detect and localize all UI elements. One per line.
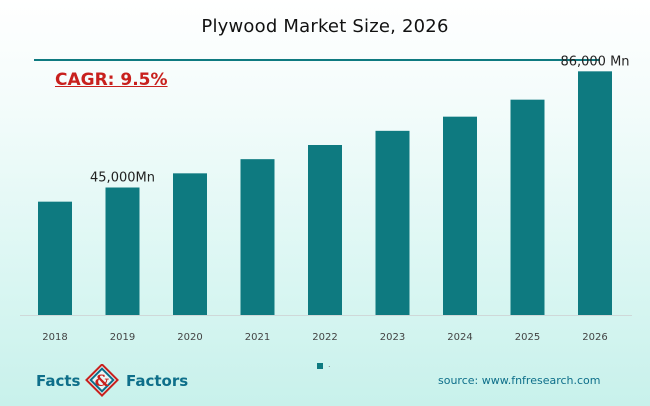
bar-2023 <box>375 130 410 315</box>
x-tick-label-2025: 2025 <box>515 332 540 343</box>
logo-text-facts: Facts <box>36 372 81 390</box>
x-tick-label-2018: 2018 <box>42 332 67 343</box>
x-tick-label-2026: 2026 <box>582 332 607 343</box>
bar-2025 <box>510 99 545 316</box>
data-label-2019: 45,000Mn <box>90 171 155 186</box>
bar-2022 <box>308 145 342 315</box>
logo-ampersand-icon: & <box>85 364 119 397</box>
chart-title: Plywood Market Size, 2026 <box>201 16 449 37</box>
logo-text-factors: Factors <box>126 372 189 390</box>
x-tick-label-2023: 2023 <box>380 332 405 343</box>
legend-swatch <box>317 363 323 369</box>
bar-2019 <box>105 187 140 315</box>
bar-2018 <box>38 201 72 315</box>
bar-2020 <box>173 173 207 315</box>
legend-label: . <box>328 360 331 369</box>
logo-amp-text: & <box>95 371 110 390</box>
x-tick-label-2020: 2020 <box>177 332 202 343</box>
x-tick-label-2021: 2021 <box>245 332 270 343</box>
bar-2024 <box>443 116 477 316</box>
bar-2026 <box>578 71 612 315</box>
x-tick-label-2022: 2022 <box>312 332 337 343</box>
title-divider <box>34 59 600 61</box>
x-tick-label-2024: 2024 <box>447 332 472 343</box>
x-tick-label-2019: 2019 <box>110 332 135 343</box>
bar-2021 <box>240 159 275 315</box>
data-label-2026: 86,000 Mn <box>560 54 629 69</box>
source-credit: source: www.fnfresearch.com <box>438 374 601 387</box>
cagr-annotation: CAGR: 9.5% <box>55 70 168 90</box>
